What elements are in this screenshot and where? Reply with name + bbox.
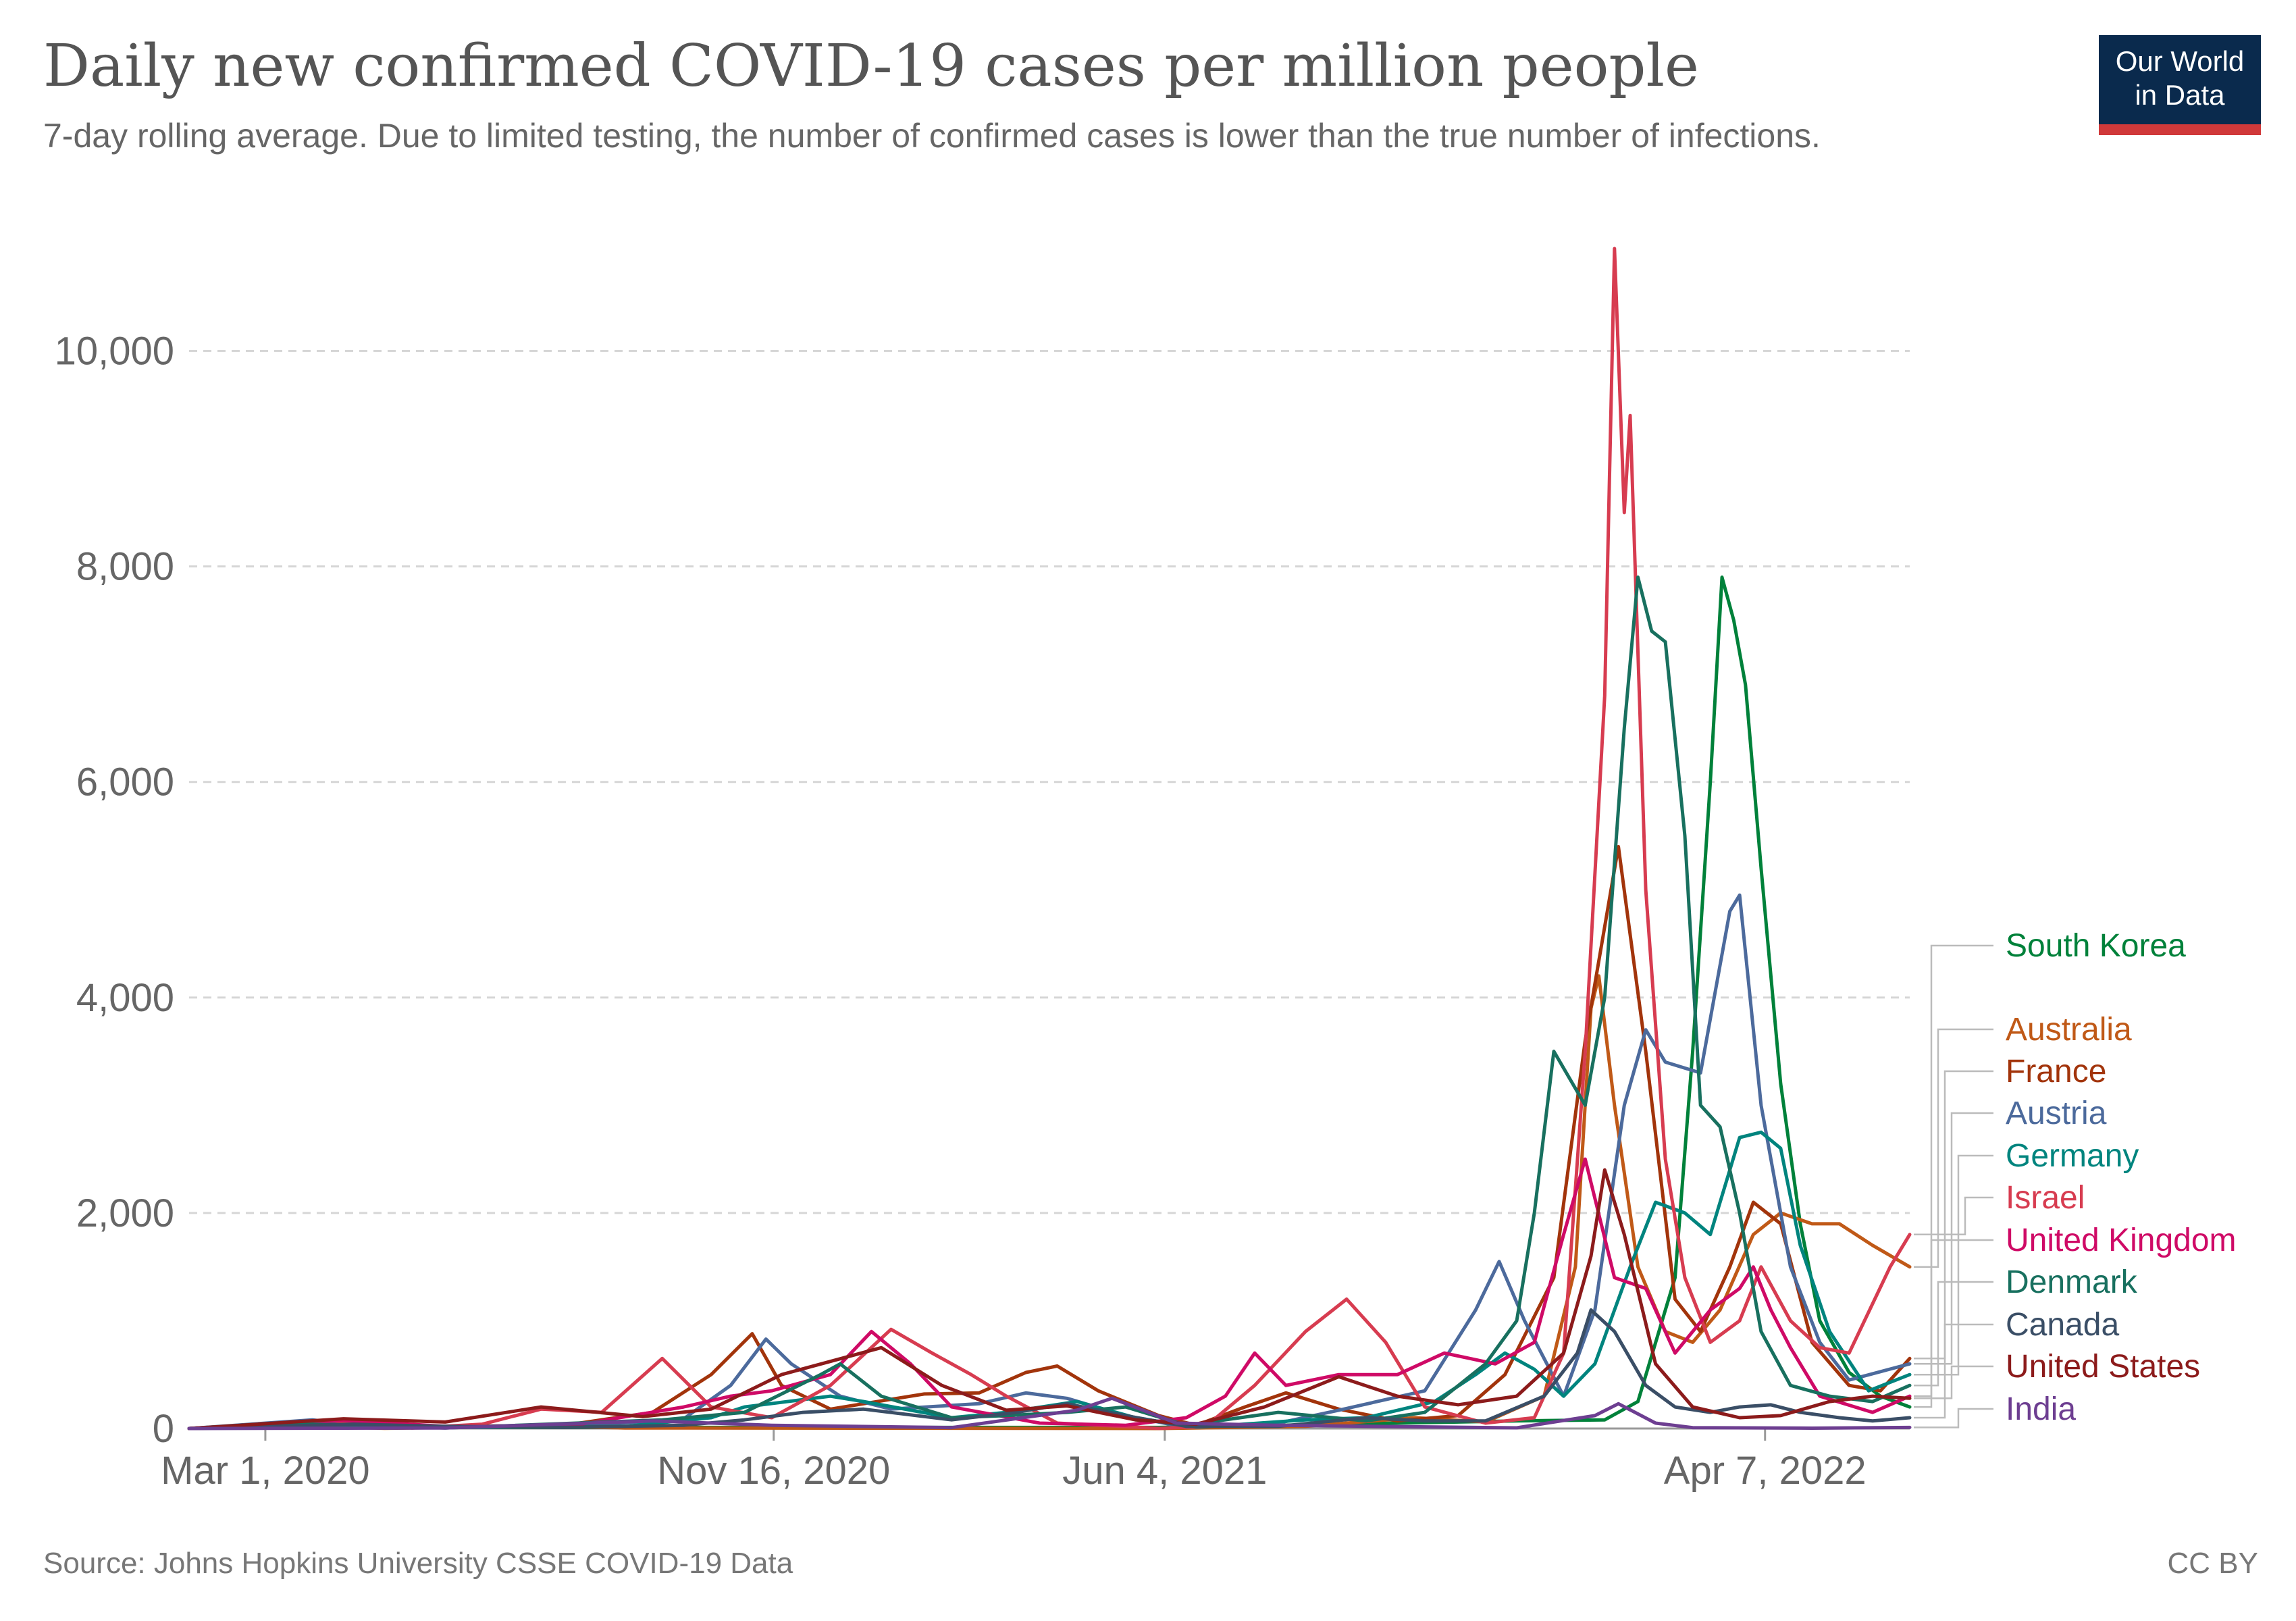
legend-label-australia: Australia (2006, 1012, 2132, 1048)
legend: South Korea Australia France Austria Germany… (1914, 928, 2237, 1429)
logo-line-2: in Data (2135, 79, 2225, 111)
legend-connector-israel (1914, 1196, 1993, 1236)
legend-connector-india (1914, 1408, 1993, 1429)
legend-label-israel: Israel (2006, 1180, 2085, 1216)
y-tick-label: 0 (153, 1407, 174, 1451)
legend-label-austria: Austria (2006, 1096, 2107, 1131)
series-line-israel (187, 247, 1912, 1431)
legend-connector-france (1914, 1070, 1993, 1360)
y-tick-label: 8,000 (76, 545, 174, 589)
x-tick-label: Jun 4, 2021 (1062, 1449, 1267, 1493)
license-label[interactable]: CC BY (2167, 1547, 2258, 1580)
legend-label-united-states: United States (2006, 1349, 2200, 1385)
legend-connector-austria (1914, 1112, 1993, 1365)
legend-label-germany: Germany (2006, 1138, 2139, 1174)
source-note[interactable]: Source: Johns Hopkins University CSSE CO… (43, 1547, 793, 1580)
legend-label-denmark: Denmark (2006, 1264, 2138, 1300)
series-line-canada (187, 1308, 1912, 1431)
series-line-united-kingdom (187, 1157, 1912, 1431)
gridlines (189, 350, 1910, 1214)
chart-title: Daily new confirmed COVID-19 cases per m… (43, 32, 1699, 100)
legend-connector-australia (1914, 1028, 1993, 1268)
logo-line-1: Our World (2115, 45, 2245, 77)
x-tick-label: Apr 7, 2022 (1664, 1449, 1867, 1493)
chart-subtitle: 7-day rolling average. Due to limited te… (43, 117, 1821, 155)
legend-connector-denmark (1914, 1281, 1993, 1387)
legend-label-united-kingdom: United Kingdom (2006, 1223, 2237, 1258)
legend-label-south-korea: South Korea (2006, 928, 2186, 964)
legend-connector-canada (1914, 1323, 1993, 1419)
y-tick-label: 2,000 (76, 1191, 174, 1235)
series-line-austria (187, 893, 1912, 1431)
series-line-denmark (187, 575, 1912, 1431)
legend-connector-south-korea (1914, 944, 1993, 1408)
y-tick-label: 10,000 (55, 330, 174, 374)
y-tick-label: 6,000 (76, 761, 174, 804)
x-tick-label: Nov 16, 2020 (657, 1449, 890, 1493)
y-tick-label: 4,000 (76, 976, 174, 1020)
legend-connector-united-states (1914, 1365, 1993, 1399)
legend-connector-germany (1914, 1154, 1993, 1376)
series-line-germany (187, 1130, 1912, 1431)
owid-logo[interactable]: Our World in Data (2099, 35, 2261, 135)
legend-label-france: France (2006, 1054, 2106, 1089)
series-line-india (187, 1396, 1912, 1431)
legend-connector-united-kingdom (1914, 1239, 1993, 1397)
legend-label-india: India (2006, 1391, 2076, 1427)
series-lines (187, 247, 1912, 1431)
x-tick-label: Mar 1, 2020 (161, 1449, 370, 1493)
series-line-france (187, 845, 1912, 1431)
legend-label-canada: Canada (2006, 1307, 2119, 1343)
series-line-united-states (187, 1168, 1912, 1431)
axes: 0 2,000 4,000 6,000 8,000 10,000 Mar 1, 2020 No… (55, 330, 1910, 1493)
